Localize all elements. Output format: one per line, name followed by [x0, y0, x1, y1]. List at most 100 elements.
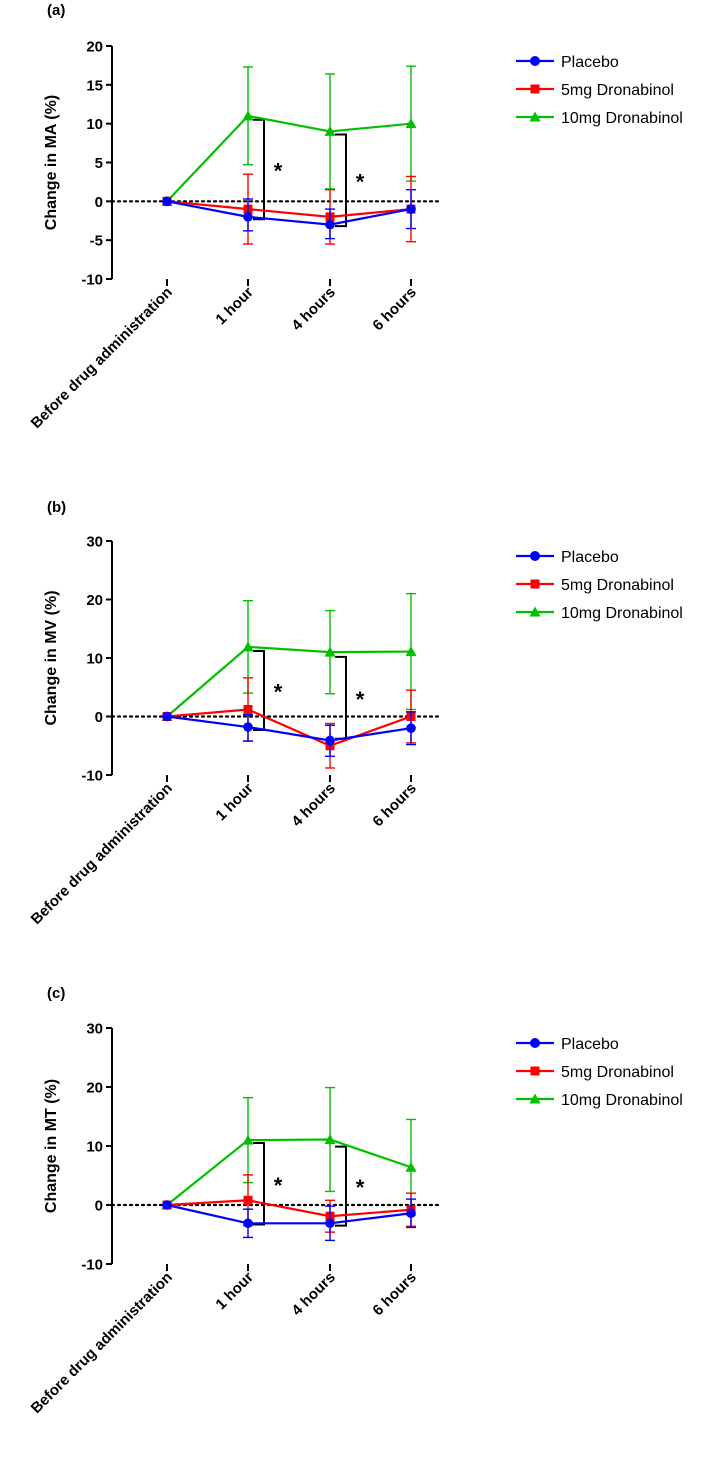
- y-tick-label: 0: [95, 194, 103, 211]
- significance-bracket: [335, 1145, 347, 1227]
- x-tick-label: Before drug administration: [28, 284, 176, 432]
- y-tick-label: 0: [95, 1198, 103, 1215]
- data-point: [405, 646, 417, 657]
- legend-label: 5mg Dronabinol: [561, 577, 674, 594]
- series-10mg-dronabinol: [161, 65, 417, 206]
- chart-panel-1: (a) -10 -5 0 5 10 15 20 Change in MA (%) Before d…: [28, 2, 683, 432]
- legend: Placebo 5mg Dronabinol 10mg Dronabinol: [516, 549, 683, 622]
- y-tick-label: 30: [86, 1021, 103, 1038]
- significance-marker: *: [356, 1175, 365, 1200]
- series-5mg-dronabinol: [162, 677, 416, 769]
- series-line: [166, 1199, 412, 1218]
- y-tick-label: -10: [81, 272, 103, 289]
- data-point: [162, 196, 172, 207]
- x-tick-label: 6 hours: [369, 1269, 419, 1319]
- significance-marker: *: [356, 687, 365, 712]
- significance-bracket: [335, 655, 347, 740]
- legend-marker: [529, 1093, 541, 1104]
- significance-bracket: [253, 649, 265, 731]
- data-point: [406, 1208, 416, 1219]
- y-tick-label: 5: [95, 155, 103, 172]
- legend-marker: [529, 111, 541, 122]
- legend-label: Placebo: [561, 54, 619, 71]
- y-tick-label: -5: [90, 233, 103, 250]
- legend-label: Placebo: [561, 1036, 619, 1053]
- legend-label: 10mg Dronabinol: [561, 1092, 683, 1109]
- data-point: [162, 711, 172, 722]
- data-point: [405, 1161, 417, 1172]
- series-line: [166, 1138, 412, 1206]
- series-line: [166, 200, 412, 226]
- legend: Placebo 5mg Dronabinol 10mg Dronabinol: [516, 1036, 683, 1109]
- data-point: [325, 735, 335, 746]
- legend-marker: [530, 579, 540, 589]
- series-placebo: [162, 711, 416, 757]
- data-point: [405, 118, 417, 129]
- significance-marker: *: [274, 1173, 283, 1198]
- legend-marker: [530, 56, 540, 66]
- x-tick-label: 6 hours: [369, 780, 419, 830]
- legend-marker: [530, 84, 540, 94]
- panel-label: (c): [47, 985, 65, 1002]
- significance-marker: *: [274, 158, 283, 183]
- y-tick-label: 10: [86, 1139, 103, 1156]
- y-tick-label: -10: [81, 768, 103, 785]
- significance-marker: *: [274, 679, 283, 704]
- x-tick-label: Before drug administration: [28, 1269, 176, 1417]
- chart-panel-2: (b) -10 0 10 20 30 Change in MV (%) Before drug…: [28, 499, 683, 928]
- data-point: [325, 1218, 335, 1229]
- data-point: [242, 1134, 254, 1145]
- legend-marker: [530, 1038, 540, 1048]
- series-line: [166, 715, 412, 742]
- data-point: [242, 641, 254, 652]
- y-tick-label: 20: [86, 1080, 103, 1097]
- series-10mg-dronabinol: [161, 1086, 417, 1216]
- data-point: [325, 219, 335, 230]
- data-point: [243, 1195, 253, 1205]
- significance-bracket: [253, 1142, 265, 1226]
- legend-marker: [530, 1066, 540, 1076]
- data-point: [324, 125, 336, 136]
- y-tick-label: 20: [86, 592, 103, 609]
- series-line: [166, 200, 412, 218]
- x-tick-label: 1 hour: [212, 780, 257, 825]
- legend-marker: [530, 551, 540, 561]
- y-axis-label: Change in MA (%): [43, 95, 60, 230]
- series-line: [166, 1203, 412, 1225]
- data-point: [406, 204, 416, 214]
- y-tick-label: 15: [86, 77, 103, 94]
- y-axis-label: Change in MT (%): [43, 1079, 60, 1213]
- legend-label: Placebo: [561, 549, 619, 566]
- panel-label: (a): [47, 2, 65, 19]
- legend-marker: [529, 606, 541, 617]
- data-point: [324, 1134, 336, 1145]
- series-placebo: [162, 1198, 416, 1242]
- y-tick-label: 10: [86, 651, 103, 668]
- data-point: [162, 1200, 172, 1210]
- x-tick-label: 4 hours: [288, 780, 338, 830]
- y-tick-label: 30: [86, 534, 103, 551]
- y-tick-label: -10: [81, 1257, 103, 1274]
- legend: Placebo 5mg Dronabinol 10mg Dronabinol: [516, 54, 683, 127]
- data-point: [243, 704, 253, 714]
- series-10mg-dronabinol: [161, 592, 417, 721]
- series-line: [166, 645, 412, 718]
- data-point: [243, 722, 253, 732]
- series-placebo: [162, 188, 416, 240]
- data-point: [406, 723, 416, 733]
- y-tick-label: 20: [86, 39, 103, 56]
- series-5mg-dronabinol: [162, 173, 416, 245]
- legend-label: 10mg Dronabinol: [561, 605, 683, 622]
- x-tick-label: 4 hours: [288, 284, 338, 334]
- data-point: [243, 212, 253, 222]
- legend-label: 10mg Dronabinol: [561, 110, 683, 127]
- panel-label: (b): [47, 499, 66, 516]
- significance-bracket: [253, 118, 265, 221]
- x-tick-label: 1 hour: [212, 1269, 257, 1314]
- chart-panel-3: (c) -10 0 10 20 30 Change in MT (%) Before drug…: [28, 985, 683, 1417]
- y-tick-label: 0: [95, 709, 103, 726]
- y-axis-label: Change in MV (%): [43, 590, 60, 725]
- data-point: [242, 110, 254, 121]
- y-tick-label: 10: [86, 116, 103, 133]
